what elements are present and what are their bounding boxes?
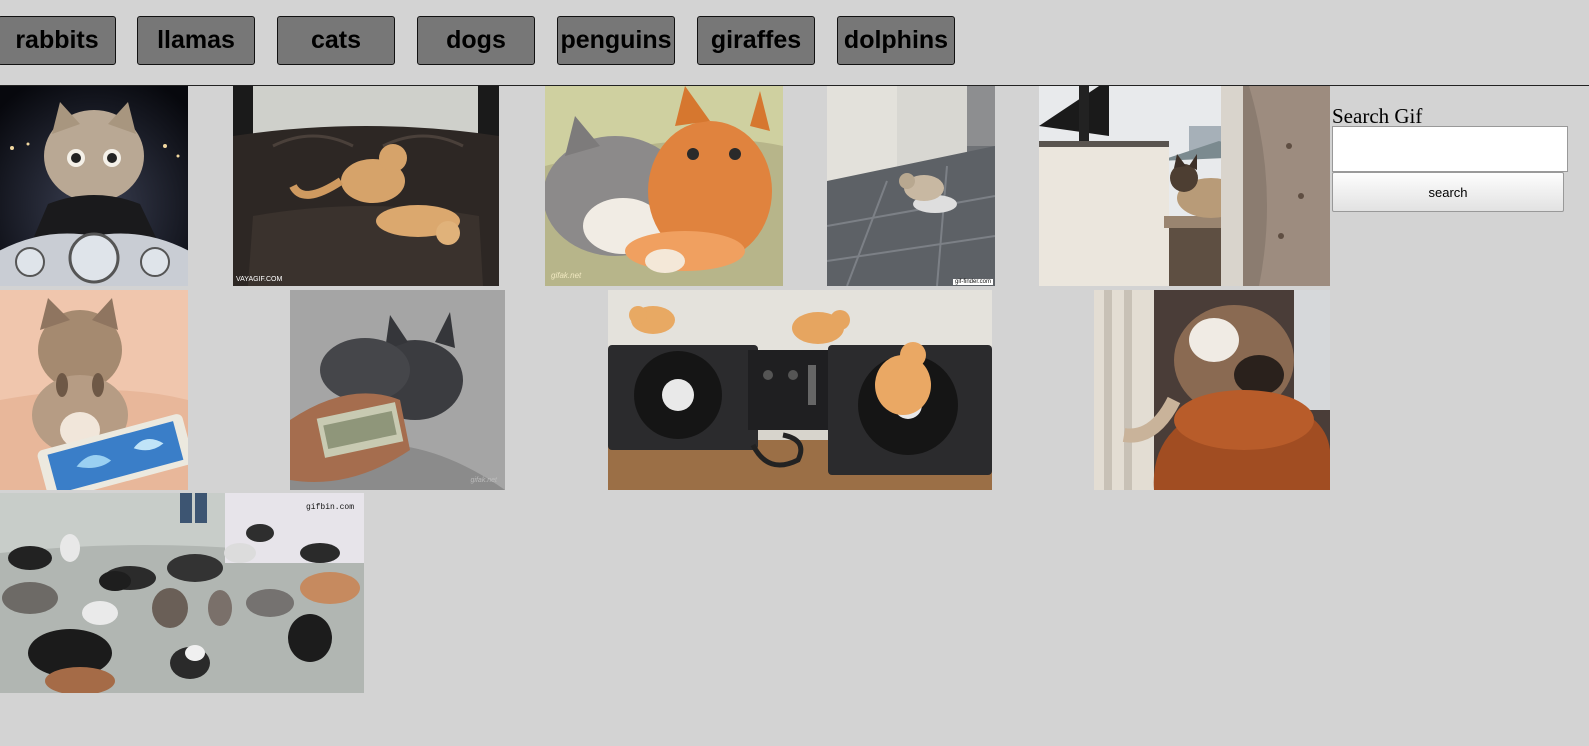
search-button[interactable]: search <box>1332 172 1564 212</box>
topic-button-bar: rabbits llamas cats dogs penguins giraff… <box>0 0 1589 86</box>
topic-button-giraffes[interactable]: giraffes <box>697 16 815 65</box>
gif-cats-cuddling[interactable]: gifak.net <box>545 86 783 286</box>
gif-cats-on-couch[interactable]: VAYAGIF.COM <box>233 86 499 286</box>
watermark: gifbin.com <box>305 503 354 512</box>
gif-cat-jumping-couch[interactable] <box>1094 290 1330 490</box>
topic-button-dolphins[interactable]: dolphins <box>837 16 955 65</box>
gif-siamese-cat-window[interactable] <box>1039 86 1330 286</box>
watermark: gifak.net <box>551 271 582 280</box>
gif-kitten-phone-game[interactable] <box>0 290 188 490</box>
gif-kitten-money[interactable]: gifak.net <box>290 290 505 490</box>
search-label: Search Gif <box>1332 104 1423 128</box>
topic-button-cats[interactable]: cats <box>277 16 395 65</box>
search-input[interactable] <box>1332 126 1568 172</box>
gif-cat-robot-vacuum[interactable]: gif-finder.com <box>827 86 995 286</box>
topic-button-rabbits[interactable]: rabbits <box>0 16 116 65</box>
topic-button-dogs[interactable]: dogs <box>417 16 535 65</box>
watermark: gif-finder.com <box>952 279 993 285</box>
topic-button-penguins[interactable]: penguins <box>557 16 675 65</box>
gif-kittens-dj-turntables[interactable] <box>608 290 992 490</box>
gif-many-cats-floor[interactable]: gifbin.com <box>0 493 364 693</box>
watermark: VAYAGIF.COM <box>236 276 283 283</box>
topic-button-llamas[interactable]: llamas <box>137 16 255 65</box>
gif-kitten-motorcycle[interactable] <box>0 86 188 286</box>
watermark: gifak.net <box>470 477 497 484</box>
